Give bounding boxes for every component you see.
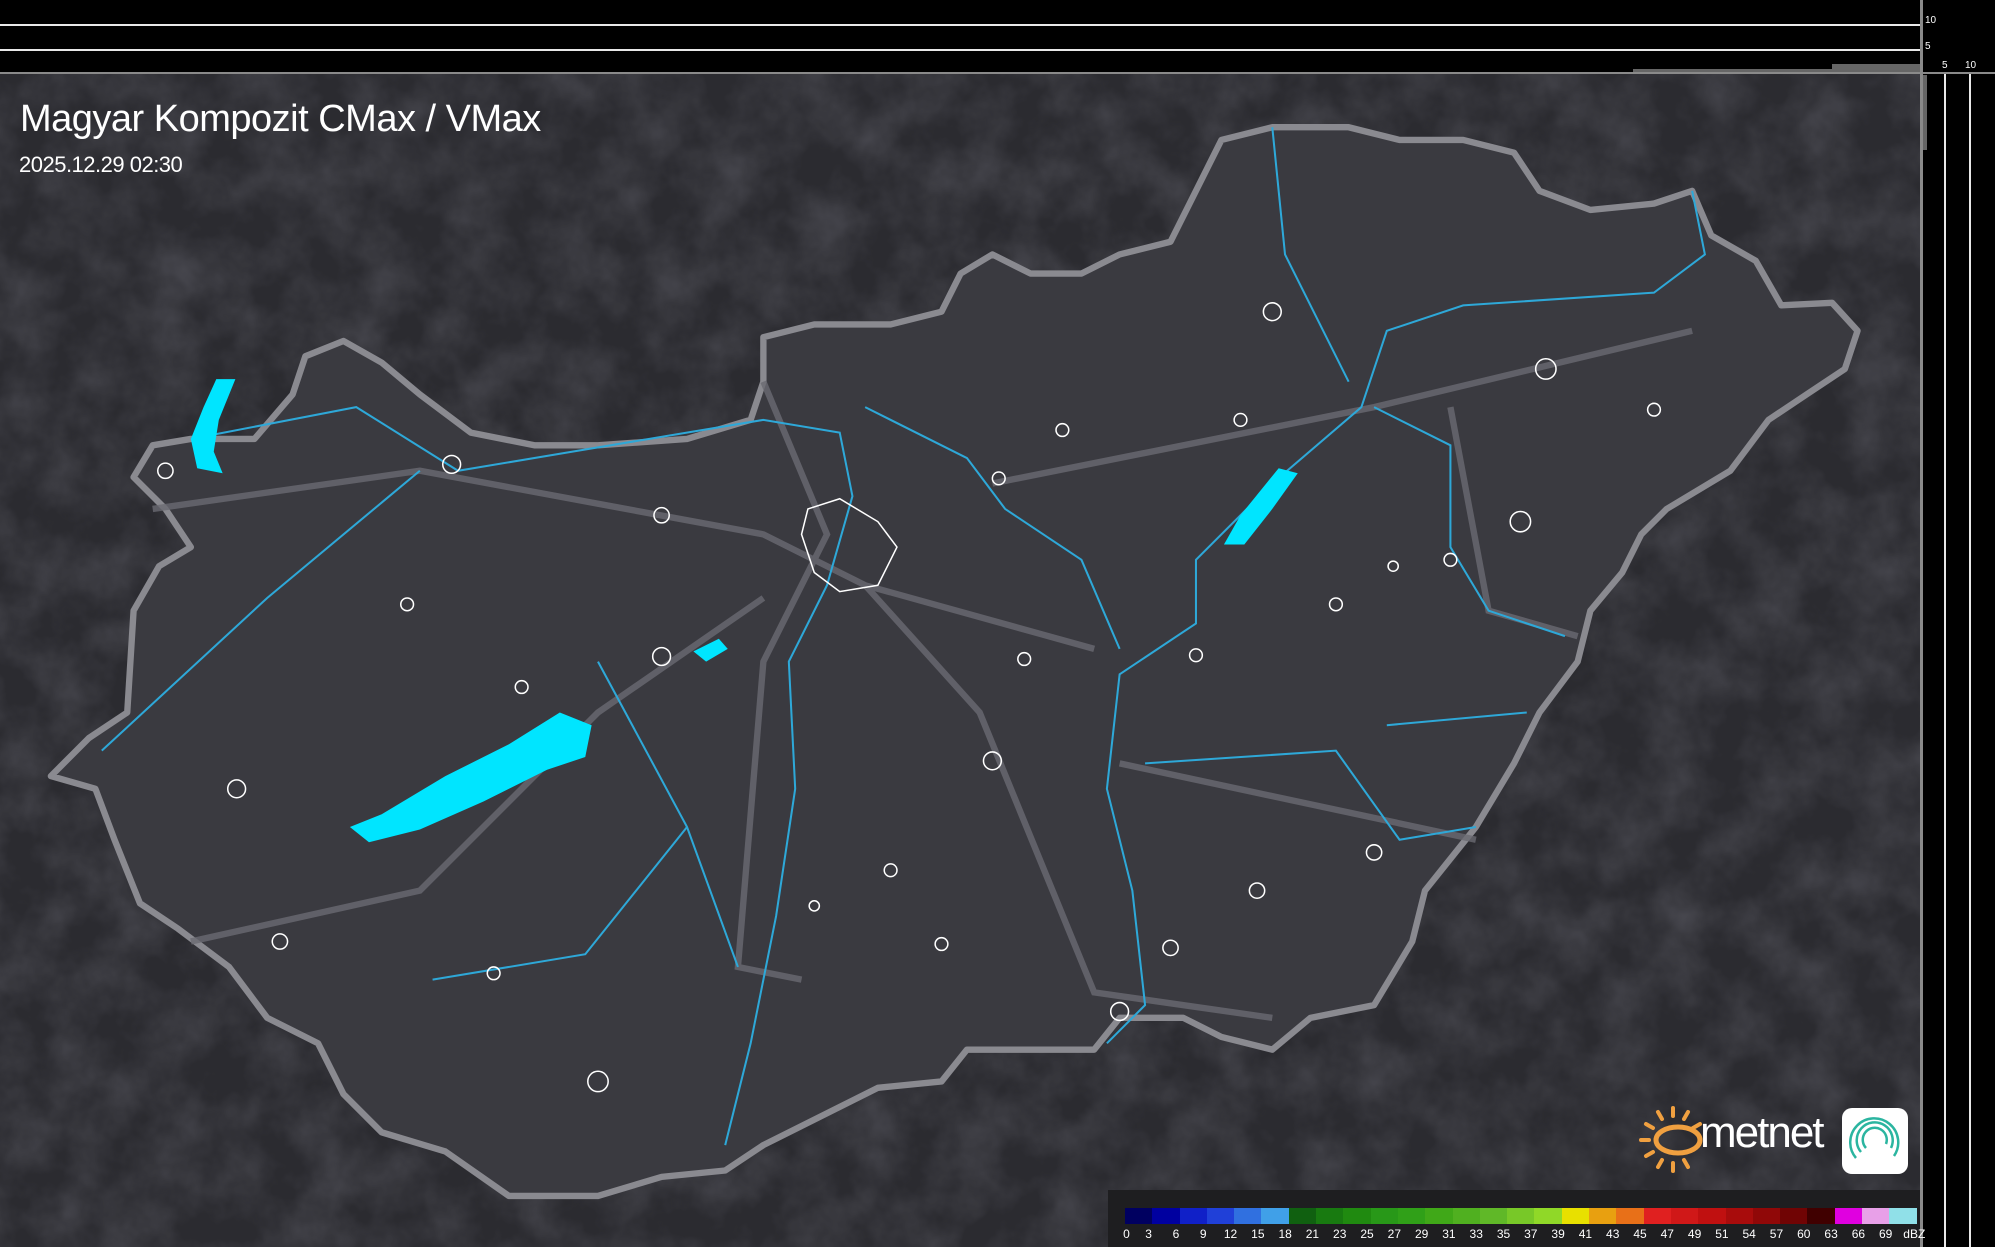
legend-swatch xyxy=(1862,1208,1890,1224)
legend-label: 12 xyxy=(1223,1227,1238,1241)
legend-swatch xyxy=(1179,1208,1207,1224)
lake-velence xyxy=(693,638,728,662)
legend-label: 33 xyxy=(1469,1227,1483,1241)
legend-label: 31 xyxy=(1442,1227,1456,1241)
legend-swatch xyxy=(1261,1208,1289,1224)
legend-swatch xyxy=(1206,1208,1235,1224)
legend-label: 35 xyxy=(1496,1227,1511,1241)
legend-swatch xyxy=(1725,1208,1753,1224)
legend-label: 66 xyxy=(1851,1227,1866,1241)
legend-swatch xyxy=(1807,1208,1835,1224)
legend-unit: dBZ xyxy=(1903,1227,1926,1241)
legend-label: 21 xyxy=(1305,1227,1320,1241)
legend-swatch xyxy=(1343,1208,1371,1224)
legend-label: 6 xyxy=(1172,1227,1180,1241)
legend-label: 47 xyxy=(1660,1227,1674,1241)
legend-swatch xyxy=(1507,1208,1535,1224)
legend-swatch xyxy=(1316,1208,1344,1224)
legend-swatch xyxy=(1643,1208,1671,1224)
legend-label: 39 xyxy=(1551,1227,1565,1241)
dbz-legend: 0 3 6 9 12 15 18 21 23 25 27 29 31 33 35 37 39 41 43 45 47 49… xyxy=(1108,1190,1925,1247)
legend-label: 63 xyxy=(1824,1227,1838,1241)
vertical-profile-top: 10 5 5 10 xyxy=(0,0,1995,73)
radar-map[interactable]: Magyar Kompozit CMax / VMax 2025.12.29 0… xyxy=(0,74,1920,1247)
legend-label: 27 xyxy=(1387,1227,1401,1241)
legend-swatches xyxy=(1125,1208,1917,1224)
legend-swatch xyxy=(1152,1208,1180,1224)
map-timestamp: 2025.12.29 02:30 xyxy=(19,152,183,177)
lake-balaton xyxy=(349,712,592,843)
profile-tick: 5 xyxy=(1942,60,1948,71)
legend-label: 15 xyxy=(1251,1227,1265,1241)
legend-swatch xyxy=(1452,1208,1480,1224)
legend-label: 45 xyxy=(1633,1227,1647,1241)
legend-label: 54 xyxy=(1742,1227,1756,1241)
legend-swatch xyxy=(1616,1208,1644,1224)
legend-label: 25 xyxy=(1360,1227,1374,1241)
legend-label: 18 xyxy=(1278,1227,1292,1241)
lake-ferto xyxy=(190,379,236,474)
legend-label: 37 xyxy=(1524,1227,1538,1241)
legend-label: 57 xyxy=(1769,1227,1784,1241)
legend-label: 0 xyxy=(1123,1227,1130,1241)
legend-swatch xyxy=(1589,1208,1617,1224)
profile-gridline-right-5 xyxy=(1944,74,1946,1247)
legend-swatch xyxy=(1125,1208,1153,1224)
legend-label: 29 xyxy=(1414,1227,1429,1241)
profile-bar xyxy=(1923,75,1927,150)
lakes xyxy=(190,379,1298,843)
profile-tick: 10 xyxy=(1965,60,1977,71)
profile-gridline-10 xyxy=(0,24,1921,26)
metnet-logo-text: metnet xyxy=(1700,1108,1825,1157)
legend-swatch xyxy=(1370,1208,1398,1224)
legend-label: 41 xyxy=(1578,1227,1593,1241)
map-svg xyxy=(0,74,1920,1247)
profile-bar xyxy=(1633,69,1921,73)
legend-label: 49 xyxy=(1687,1227,1702,1241)
app-logo xyxy=(1842,1108,1908,1174)
legend-label: 51 xyxy=(1715,1227,1729,1241)
profile-gridline-right-10 xyxy=(1969,74,1971,1247)
profile-tick: 10 xyxy=(1925,15,1937,26)
divider xyxy=(0,72,1995,74)
tisza-river xyxy=(1105,190,1707,1045)
legend-label: 69 xyxy=(1878,1227,1893,1241)
legend-swatch xyxy=(1834,1208,1863,1224)
legend-label: 9 xyxy=(1199,1227,1207,1241)
legend-swatch xyxy=(1479,1208,1508,1224)
legend-swatch xyxy=(1780,1208,1808,1224)
profile-bar xyxy=(1832,64,1921,73)
legend-label: 43 xyxy=(1606,1227,1620,1241)
metnet-sun-logo xyxy=(1638,1104,1708,1179)
legend-swatch xyxy=(1670,1208,1699,1224)
legend-labels: 0 3 6 9 12 15 18 21 23 25 27 29 31 33 35 37 39 41 43 45 47 49… xyxy=(1118,1227,1929,1241)
legend-swatch xyxy=(1397,1208,1426,1224)
legend-swatch xyxy=(1234,1208,1262,1224)
lake-tisza xyxy=(1223,468,1298,545)
legend-label: 60 xyxy=(1797,1227,1811,1241)
budapest xyxy=(800,497,898,593)
legend-swatch xyxy=(1425,1208,1453,1224)
profile-gridline-5 xyxy=(0,49,1921,51)
legend-swatch xyxy=(1889,1208,1917,1224)
legend-swatch xyxy=(1561,1208,1590,1224)
profile-tick: 5 xyxy=(1925,41,1931,52)
legend-label: 23 xyxy=(1333,1227,1347,1241)
divider xyxy=(1920,0,1923,1247)
map-title: Magyar Kompozit CMax / VMax xyxy=(20,98,541,140)
legend-label: 3 xyxy=(1145,1227,1152,1241)
legend-swatch xyxy=(1698,1208,1726,1224)
hungary-border xyxy=(47,124,1861,1200)
settlements xyxy=(157,302,1662,1093)
legend-swatch xyxy=(1752,1208,1781,1224)
legend-swatch xyxy=(1534,1208,1562,1224)
legend-swatch xyxy=(1288,1208,1317,1224)
